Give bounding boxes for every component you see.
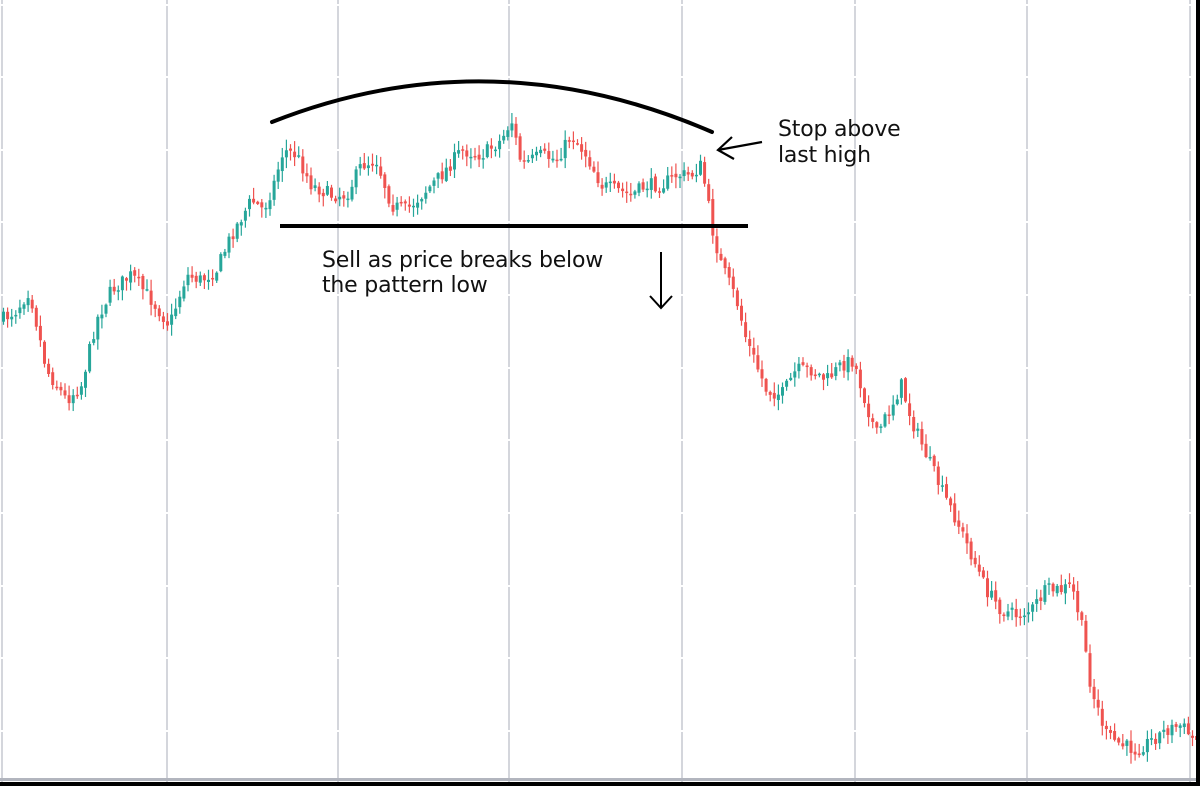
candles (2, 113, 1196, 764)
bottom-axis-line (0, 778, 1196, 781)
stop-annotation-line1: Stop above (778, 117, 901, 142)
annotation-drawings (270, 79, 763, 310)
left-arrow-icon (716, 136, 763, 160)
sell-annotation-line1: Sell as price breaks below (322, 248, 604, 273)
stop-annotation-line2: last high (778, 143, 871, 168)
rounded-top-arc (270, 79, 714, 134)
down-arrow-icon (649, 252, 673, 310)
sell-annotation-line2: the pattern low (322, 273, 488, 298)
